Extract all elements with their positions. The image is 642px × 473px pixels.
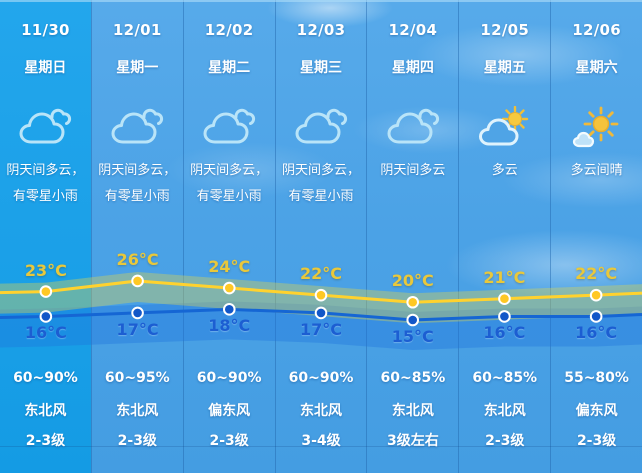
weekday-label: 星期三 — [300, 60, 342, 76]
weekday-label: 星期四 — [391, 60, 434, 76]
wind-direction: 东北风 — [391, 403, 434, 419]
wind-direction: 东北风 — [300, 403, 342, 419]
wind-direction: 偏东风 — [208, 403, 251, 419]
weekday-label: 星期日 — [24, 60, 67, 76]
cloudy-icon — [109, 106, 165, 150]
wind-level: 2-3级 — [485, 433, 525, 449]
weather-icon-slot — [276, 99, 367, 157]
weather-description: 多云间晴 — [570, 163, 623, 178]
date-label: 12/04 — [388, 21, 438, 39]
wind-direction: 东北风 — [116, 403, 159, 419]
cloudy-icon — [385, 106, 441, 150]
cloudy-icon — [201, 106, 257, 150]
weekday-label: 星期一 — [116, 60, 159, 76]
weekday-label: 星期五 — [483, 60, 526, 76]
wind-level: 2-3级 — [576, 433, 617, 449]
forecast-day-column-5[interactable]: 12/05 星期五 多云 60~85% 东北风 2-3级 — [458, 0, 550, 473]
humidity-range: 60~90% — [288, 370, 354, 386]
humidity-range: 60~85% — [472, 370, 538, 386]
humidity-range: 60~90% — [196, 370, 262, 386]
forecast-day-column-0[interactable]: 11/30 星期日 阴天间多云，有零星小雨 60~90% 东北风 2-3级 — [0, 0, 91, 473]
date-label: 12/05 — [480, 21, 530, 39]
weather-icon-slot — [551, 99, 642, 157]
wind-direction: 东北风 — [24, 403, 67, 419]
weather-icon-slot — [459, 99, 550, 157]
date-label: 12/01 — [112, 21, 162, 39]
cloudy-icon — [293, 106, 349, 150]
weather-description: 阴天间多云 — [380, 163, 446, 178]
wind-level: 2-3级 — [209, 433, 249, 449]
wind-level: 3级左右 — [386, 433, 439, 449]
wind-level: 2-3级 — [117, 433, 157, 449]
date-label: 11/30 — [21, 21, 70, 39]
mostly-sunny-icon — [569, 106, 625, 150]
wind-direction: 东北风 — [483, 403, 526, 419]
weather-description: 阴天间多云，有零星小雨 — [98, 163, 177, 204]
date-label: 12/02 — [204, 21, 254, 39]
weather-description: 阴天间多云，有零星小雨 — [190, 163, 269, 204]
humidity-range: 60~90% — [13, 370, 78, 386]
humidity-range: 60~85% — [380, 370, 446, 386]
weather-description: 阴天间多云，有零星小雨 — [281, 163, 360, 204]
forecast-day-column-4[interactable]: 12/04 星期四 阴天间多云 60~85% 东北风 3级左右 — [366, 0, 458, 473]
weekday-label: 星期六 — [575, 60, 618, 76]
cloudy-icon — [17, 106, 73, 150]
weather-icon-slot — [184, 99, 275, 157]
weather-description: 阴天间多云，有零星小雨 — [6, 163, 85, 204]
wind-level: 3-4级 — [301, 433, 341, 449]
date-label: 12/06 — [572, 21, 621, 39]
weather-description: 多云 — [491, 163, 518, 178]
forecast-day-column-2[interactable]: 12/02 星期二 阴天间多云，有零星小雨 60~90% 偏东风 2-3级 — [182, 0, 275, 473]
wind-level: 2-3级 — [25, 433, 66, 449]
humidity-range: 60~95% — [104, 370, 170, 386]
weather-icon-slot — [92, 99, 183, 157]
weather-icon-slot — [0, 99, 91, 157]
date-label: 12/03 — [296, 21, 346, 39]
forecast-day-column-3[interactable]: 12/03 星期三 阴天间多云，有零星小雨 60~90% 东北风 3-4级 — [274, 0, 367, 473]
partly-sunny-icon — [477, 105, 533, 150]
humidity-range: 55~80% — [564, 370, 629, 386]
wind-direction: 偏东风 — [575, 403, 618, 419]
weekday-label: 星期二 — [208, 60, 251, 76]
weather-icon-slot — [367, 99, 458, 157]
forecast-day-column-6[interactable]: 12/06 星期六 多云间晴 55~80% 偏东风 2-3级 — [550, 0, 642, 473]
forecast-day-column-1[interactable]: 12/01 星期一 阴天间多云，有零星小雨 60~95% 东北风 2-3级 — [90, 0, 183, 473]
